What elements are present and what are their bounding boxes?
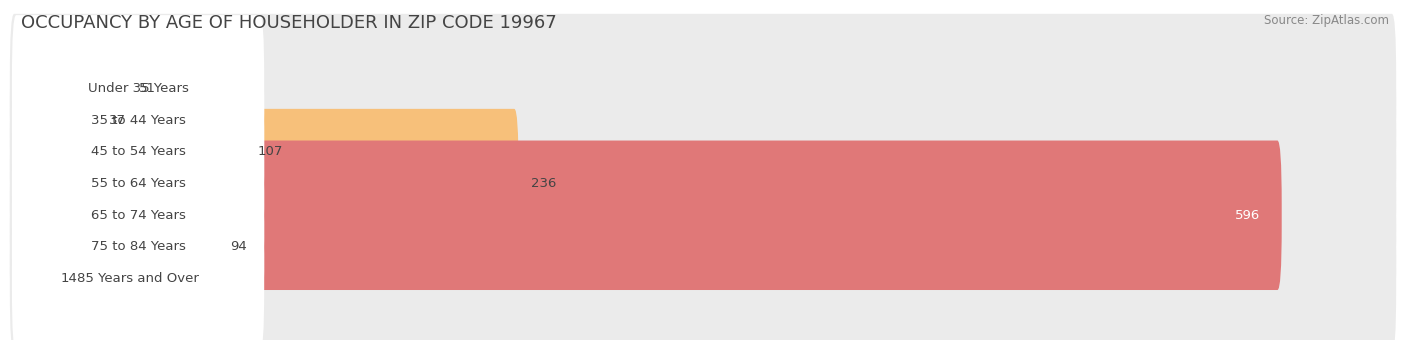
- Text: 75 to 84 Years: 75 to 84 Years: [90, 240, 186, 253]
- Text: 35 to 44 Years: 35 to 44 Years: [90, 114, 186, 127]
- FancyBboxPatch shape: [11, 110, 264, 257]
- Text: 94: 94: [231, 240, 247, 253]
- FancyBboxPatch shape: [11, 142, 264, 289]
- Text: 65 to 74 Years: 65 to 74 Years: [90, 209, 186, 222]
- FancyBboxPatch shape: [10, 140, 1396, 290]
- FancyBboxPatch shape: [10, 14, 127, 163]
- FancyBboxPatch shape: [10, 77, 245, 227]
- Text: 45 to 54 Years: 45 to 54 Years: [90, 146, 186, 158]
- Text: Under 35 Years: Under 35 Years: [87, 82, 188, 95]
- Text: OCCUPANCY BY AGE OF HOUSEHOLDER IN ZIP CODE 19967: OCCUPANCY BY AGE OF HOUSEHOLDER IN ZIP C…: [21, 14, 557, 32]
- Text: Source: ZipAtlas.com: Source: ZipAtlas.com: [1264, 14, 1389, 27]
- FancyBboxPatch shape: [10, 109, 519, 258]
- Text: 596: 596: [1236, 209, 1261, 222]
- FancyBboxPatch shape: [10, 204, 48, 340]
- Text: 236: 236: [531, 177, 557, 190]
- FancyBboxPatch shape: [10, 172, 1396, 322]
- FancyBboxPatch shape: [10, 46, 97, 195]
- Text: 85 Years and Over: 85 Years and Over: [77, 272, 200, 285]
- FancyBboxPatch shape: [10, 14, 1396, 163]
- FancyBboxPatch shape: [11, 47, 264, 194]
- Text: 14: 14: [60, 272, 77, 285]
- Text: 37: 37: [110, 114, 127, 127]
- FancyBboxPatch shape: [11, 173, 264, 320]
- FancyBboxPatch shape: [11, 79, 264, 225]
- FancyBboxPatch shape: [11, 205, 264, 340]
- FancyBboxPatch shape: [11, 15, 264, 162]
- Text: 55 to 64 Years: 55 to 64 Years: [90, 177, 186, 190]
- FancyBboxPatch shape: [10, 172, 218, 322]
- Text: 51: 51: [139, 82, 156, 95]
- FancyBboxPatch shape: [10, 204, 1396, 340]
- FancyBboxPatch shape: [10, 46, 1396, 195]
- FancyBboxPatch shape: [10, 77, 1396, 227]
- Text: 107: 107: [257, 146, 283, 158]
- FancyBboxPatch shape: [10, 140, 1282, 290]
- FancyBboxPatch shape: [10, 109, 1396, 258]
